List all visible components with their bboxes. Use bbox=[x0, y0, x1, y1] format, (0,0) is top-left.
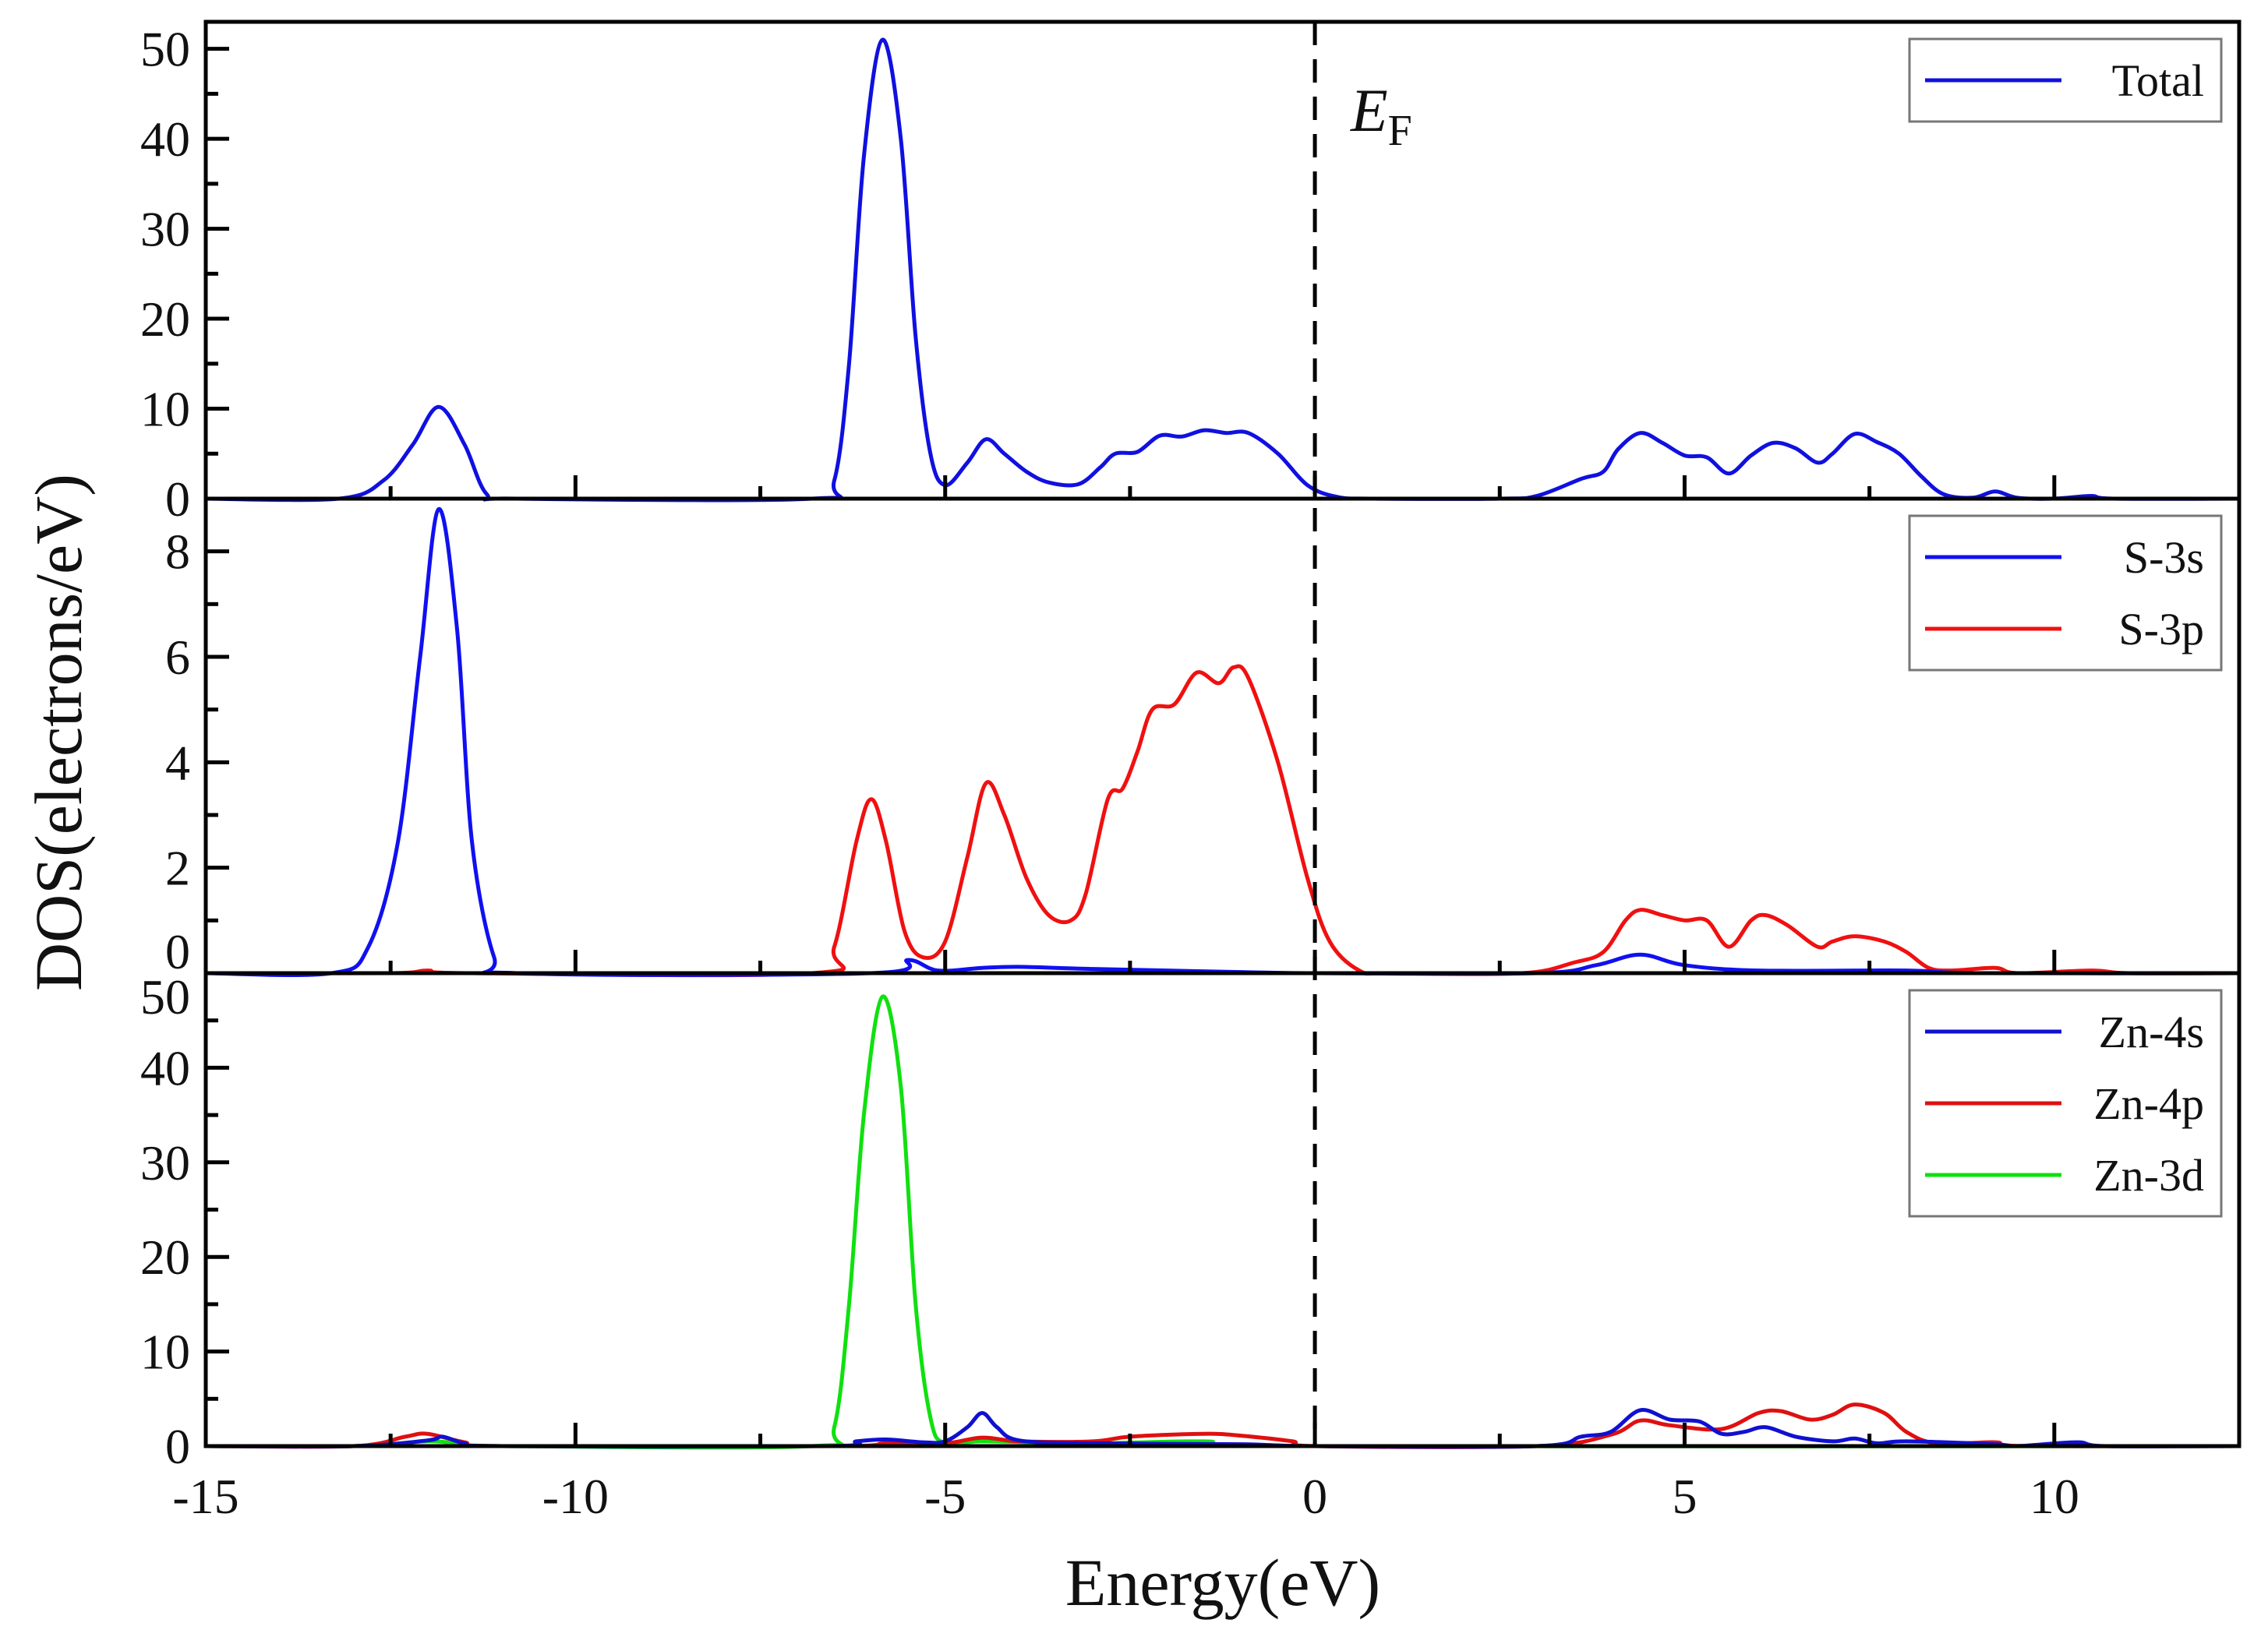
y-tick-label: 10 bbox=[140, 1325, 190, 1380]
panel-total: 0 10 20 30 40 50 Total bbox=[140, 19, 2242, 527]
x-tick-label: -5 bbox=[924, 1469, 966, 1524]
x-tick-label: 10 bbox=[2030, 1469, 2079, 1524]
legend-label: Zn-4p bbox=[2093, 1078, 2204, 1129]
panel-S: 0 2 4 6 8 S-3s S-3p bbox=[165, 496, 2242, 979]
x-tick-label: 0 bbox=[1302, 1469, 1327, 1524]
x-tick-label: -10 bbox=[542, 1469, 609, 1524]
fermi-label: EF bbox=[1350, 76, 1412, 155]
series-line-zn-4s bbox=[205, 1408, 2240, 1449]
legend-label: Zn-3d bbox=[2093, 1150, 2204, 1201]
y-tick-label: 6 bbox=[165, 630, 190, 685]
y-tick-label: 30 bbox=[140, 1135, 190, 1191]
y-tick-label: 50 bbox=[140, 969, 190, 1025]
legend-label: S-3s bbox=[2124, 532, 2204, 583]
panel-frame bbox=[203, 971, 2242, 1448]
y-tick-label: 0 bbox=[165, 924, 190, 979]
y-tick-label: 50 bbox=[140, 22, 190, 77]
y-tick-label: 20 bbox=[140, 291, 190, 347]
y-tick-label: 40 bbox=[140, 1040, 190, 1095]
legend: Zn-4s Zn-4p Zn-3d bbox=[1908, 989, 2223, 1218]
y-axis-title: DOS(electrons/eV) bbox=[21, 474, 96, 991]
y-tick-label: 30 bbox=[140, 202, 190, 257]
series-line-s-3p bbox=[205, 664, 2240, 978]
y-tick-label: 0 bbox=[165, 1419, 190, 1474]
panel-Zn: 0 10 20 30 40 50 Zn-4s Zn-4p Zn-3d bbox=[140, 969, 2242, 1474]
x-axis-title: Energy(eV) bbox=[1065, 1545, 1380, 1620]
y-tick-label: 8 bbox=[165, 524, 190, 580]
x-tick-label: -15 bbox=[172, 1469, 238, 1524]
y-tick-label: 20 bbox=[140, 1229, 190, 1285]
legend-label: Total bbox=[2112, 55, 2204, 106]
series-line-s-3s bbox=[205, 506, 2240, 977]
x-tick-label: 5 bbox=[1672, 1469, 1697, 1524]
y-tick-label: 2 bbox=[165, 841, 190, 896]
legend-label: S-3p bbox=[2118, 604, 2204, 654]
y-tick-label: 4 bbox=[165, 735, 190, 790]
series-line-total bbox=[205, 37, 2240, 503]
legend: S-3s S-3p bbox=[1908, 514, 2223, 672]
legend: Total bbox=[1908, 37, 2223, 123]
legend-box bbox=[1908, 514, 2223, 672]
legend-label: Zn-4s bbox=[2099, 1007, 2204, 1057]
y-tick-label: 40 bbox=[140, 111, 190, 167]
y-tick-label: 10 bbox=[140, 382, 190, 437]
y-tick-label: 0 bbox=[165, 471, 190, 527]
